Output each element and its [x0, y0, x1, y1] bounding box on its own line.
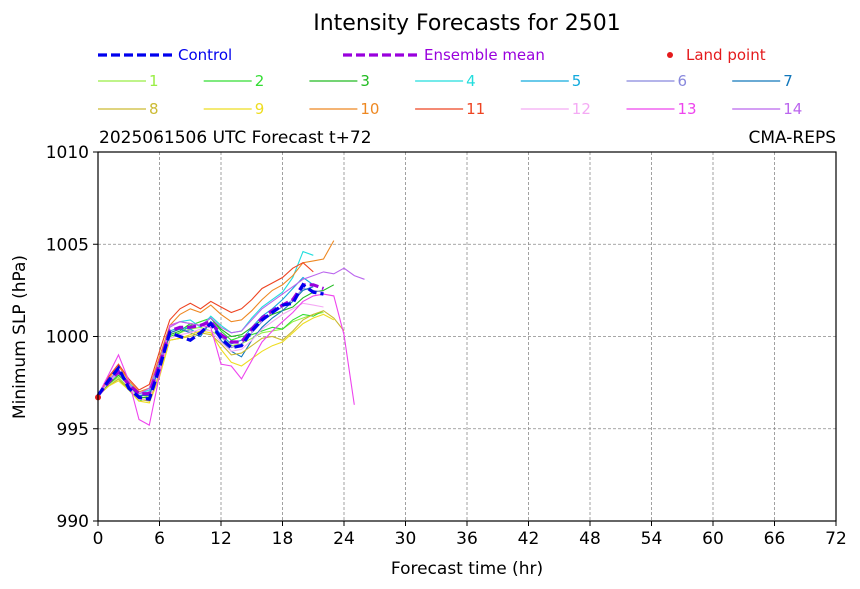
- x-tick-label: 66: [764, 529, 786, 549]
- x-tick-label: 36: [456, 529, 478, 549]
- x-tick-label: 12: [210, 529, 232, 549]
- x-tick-label: 18: [272, 529, 294, 549]
- legend-member-5-label: 5: [572, 72, 582, 90]
- legend-member-1-label: 1: [149, 72, 159, 90]
- y-tick-label: 1000: [46, 328, 89, 348]
- legend-member-14-label: 14: [783, 100, 802, 118]
- x-tick-label: 24: [333, 529, 355, 549]
- legend-land-point-label: Land point: [686, 46, 766, 64]
- y-tick-label: 995: [57, 420, 89, 440]
- legend-member-10-label: 10: [360, 100, 379, 118]
- x-tick-label: 60: [702, 529, 724, 549]
- x-tick-label: 42: [518, 529, 540, 549]
- y-tick-label: 1010: [46, 143, 89, 163]
- control-line: [96, 282, 324, 402]
- legend-member-13-label: 13: [678, 100, 697, 118]
- legend-member-7-label: 7: [783, 72, 793, 90]
- member-7-line: [97, 286, 314, 397]
- x-tick-label: 0: [93, 529, 104, 549]
- member-14-line: [97, 267, 365, 396]
- legend-ensemble-mean-label: Ensemble mean: [424, 46, 545, 64]
- member-9-line: [97, 313, 335, 404]
- y-tick-label: 1005: [46, 235, 89, 255]
- axes: 0 6 12 18 24 30 36 42 48 54 60 66 72 990 995 1000 1005 10…: [46, 143, 847, 549]
- y-tick-label: 990: [57, 512, 89, 532]
- y-axis-label: Minimum SLP (hPa): [10, 255, 30, 419]
- model-name: CMA-REPS: [748, 128, 836, 148]
- legend-control-label: Control: [178, 46, 232, 64]
- x-tick-label: 54: [641, 529, 663, 549]
- legend-member-6-label: 6: [678, 72, 688, 90]
- legend-member-3-label: 3: [360, 72, 370, 90]
- grid: [98, 152, 836, 521]
- legend-member-9-label: 9: [255, 100, 265, 118]
- member-13-line: [97, 293, 355, 426]
- legend-member-2-label: 2: [255, 72, 265, 90]
- x-tick-label: 30: [395, 529, 417, 549]
- legend-member-12-label: 12: [572, 100, 591, 118]
- x-tick-label: 72: [825, 529, 847, 549]
- x-tick-label: 6: [154, 529, 165, 549]
- forecast-info: 2025061506 UTC Forecast t+72: [99, 128, 372, 148]
- chart-title: Intensity Forecasts for 2501: [313, 11, 621, 36]
- member-11-line: [97, 262, 314, 396]
- legend-member-8-label: 8: [149, 100, 159, 118]
- x-tick-label: 48: [579, 529, 601, 549]
- legend-member-4-label: 4: [466, 72, 476, 90]
- legend-member-11-label: 11: [466, 100, 485, 118]
- legend-land-point-marker: [667, 52, 673, 58]
- x-axis-label: Forecast time (hr): [391, 559, 543, 579]
- series-layer: [95, 240, 365, 426]
